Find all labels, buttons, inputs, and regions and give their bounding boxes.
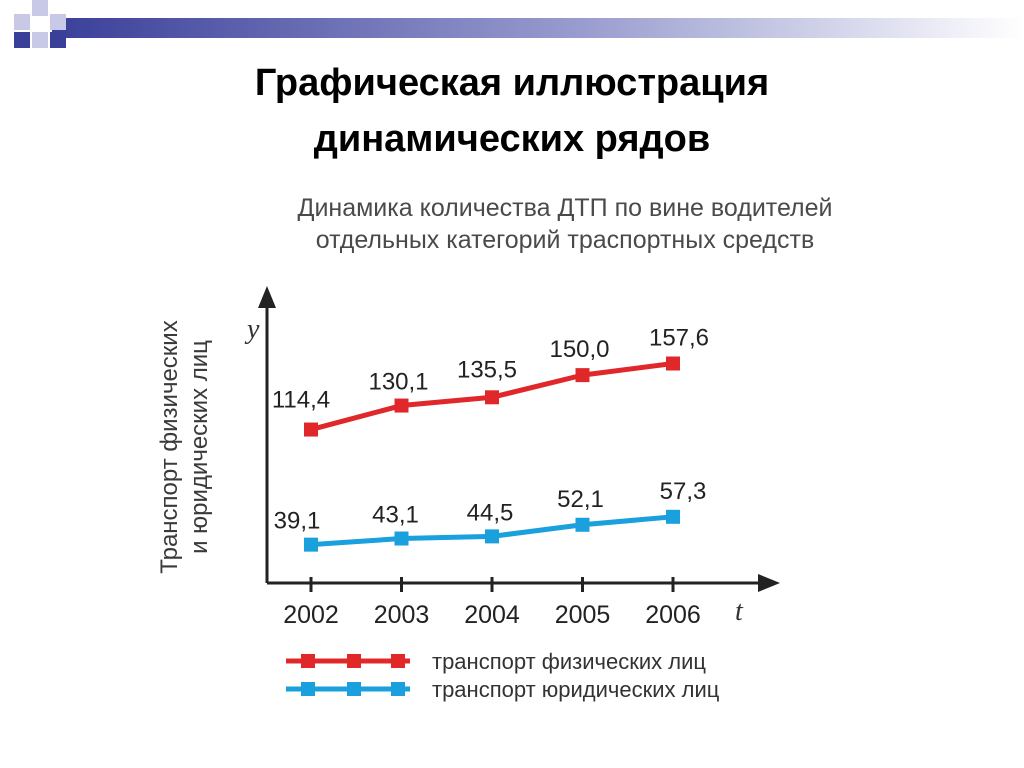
- x-tick-label: 2002: [283, 601, 339, 629]
- data-label: 39,1: [274, 508, 321, 535]
- y-axis-title-line-1: Транспорт физических: [156, 320, 183, 573]
- series-2: 39,1 43,1 44,5 52,1 57,3: [274, 478, 707, 552]
- x-tick-label: 2005: [555, 601, 611, 629]
- x-axis-arrow: [758, 574, 780, 592]
- x-tick-label: 2004: [464, 601, 520, 629]
- deco-square: [14, 32, 30, 48]
- y-axis-title-line-2: и юридических лиц: [186, 340, 213, 554]
- data-point: [304, 537, 318, 552]
- data-label: 52,1: [557, 486, 604, 513]
- chart-title-line-2: отдельных категорий траспортных средств: [315, 226, 815, 254]
- chart-title-line-1: Динамика количества ДТП по вине водителе…: [297, 194, 833, 222]
- y-axis-letter: y: [244, 314, 260, 345]
- series-layer: 114,4 130,1 135,5 150,0 157,6 39,1 43,1 44,5 52,…: [272, 325, 709, 552]
- data-label: 157,6: [649, 325, 709, 352]
- x-axis-letter: t: [735, 596, 744, 627]
- legend-item-1: транспорт физических лиц: [286, 649, 706, 674]
- data-point: [304, 422, 318, 437]
- data-label: 43,1: [372, 502, 419, 529]
- legend-swatch-marker: [391, 682, 405, 696]
- header-gradient-bar: [52, 18, 1024, 38]
- y-axis-title: Транспорт физических и юридических лиц: [156, 320, 213, 573]
- slide-title-line-2: динамических рядов: [313, 118, 711, 160]
- y-axis-arrow: [258, 286, 276, 308]
- data-point: [575, 517, 590, 532]
- data-label: 130,1: [368, 369, 428, 396]
- series-1: 114,4 130,1 135,5 150,0 157,6: [272, 325, 709, 437]
- data-label: 44,5: [467, 499, 514, 526]
- deco-square: [14, 14, 30, 30]
- deco-square: [32, 32, 48, 48]
- data-label: 57,3: [660, 478, 707, 505]
- x-tick-label: 2003: [374, 601, 430, 629]
- data-label: 150,0: [549, 336, 609, 363]
- data-point: [666, 509, 680, 524]
- chart-title: Динамика количества ДТП по вине водителе…: [240, 192, 890, 256]
- data-point: [575, 368, 590, 383]
- legend-label: транспорт юридических лиц: [432, 677, 720, 702]
- x-axis: [267, 574, 780, 592]
- legend-swatch-marker: [347, 682, 361, 696]
- legend-swatch-marker: [301, 654, 315, 668]
- data-point: [394, 531, 409, 546]
- legend-swatch-marker: [391, 654, 405, 668]
- legend-item-2: транспорт юридических лиц: [286, 677, 720, 702]
- deco-square: [50, 14, 66, 30]
- legend-label: транспорт физических лиц: [432, 649, 706, 674]
- header-decoration: [14, 0, 1024, 48]
- x-ticks: 2002 2003 2004 2005 2006: [283, 577, 701, 629]
- deco-square: [50, 32, 66, 48]
- legend: транспорт физических лиц транспорт юридич…: [286, 649, 720, 702]
- data-label: 135,5: [457, 356, 517, 383]
- x-tick-label: 2006: [645, 601, 701, 629]
- data-point: [666, 356, 680, 371]
- data-point: [485, 529, 499, 544]
- data-label: 114,4: [272, 387, 330, 414]
- data-point: [485, 390, 499, 405]
- legend-swatch-marker: [347, 654, 361, 668]
- slide-title-line-1: Графическая иллюстрация: [254, 62, 770, 104]
- y-axis: [258, 286, 276, 583]
- slide-title: Графическая иллюстрация динамических ряд…: [0, 55, 1024, 167]
- data-point: [394, 398, 409, 413]
- legend-swatch-marker: [301, 682, 315, 696]
- deco-square: [32, 0, 48, 16]
